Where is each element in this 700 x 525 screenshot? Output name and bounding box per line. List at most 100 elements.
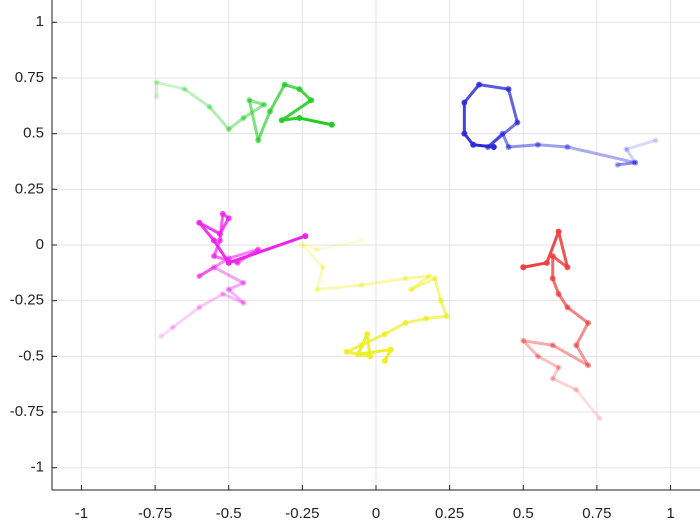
trajectory-segment bbox=[212, 265, 245, 285]
x-tick-label: 0.5 bbox=[513, 505, 534, 522]
trajectory-point bbox=[499, 130, 506, 137]
trajectory-segment bbox=[197, 221, 216, 243]
trajectory-point bbox=[225, 215, 232, 222]
trajectory-point bbox=[281, 81, 288, 88]
trajectory-point bbox=[157, 333, 164, 340]
trajectory-segment bbox=[574, 343, 590, 367]
trajectory-segment bbox=[315, 283, 363, 292]
trajectory-point bbox=[461, 99, 468, 106]
trajectory-point bbox=[319, 264, 326, 271]
trajectory-point bbox=[623, 146, 630, 153]
trajectory-point bbox=[585, 362, 592, 369]
x-tick-label: -0.5 bbox=[216, 505, 242, 522]
trajectory-point bbox=[296, 86, 303, 93]
trajectory-point bbox=[564, 144, 571, 150]
trajectory-segment bbox=[462, 83, 481, 104]
trajectory-point bbox=[196, 273, 203, 280]
trajectory-segment bbox=[624, 138, 658, 151]
trajectory-segment bbox=[477, 83, 511, 91]
trajectory-segment bbox=[159, 325, 175, 338]
y-tick-label: -0.25 bbox=[10, 292, 44, 309]
trajectory-point bbox=[302, 233, 309, 240]
trajectory-point bbox=[206, 103, 213, 110]
x-tick-label: -0.75 bbox=[138, 505, 172, 522]
x-tick-label: 0.75 bbox=[582, 505, 611, 522]
trajectory-point bbox=[573, 342, 580, 349]
trajectory-point bbox=[219, 291, 226, 297]
trajectory-point bbox=[387, 346, 394, 353]
trajectory-segment bbox=[197, 292, 225, 309]
grid-layer bbox=[52, 0, 700, 490]
trajectory-segment bbox=[300, 243, 319, 251]
trajectory-point bbox=[505, 86, 512, 93]
trajectory-point bbox=[535, 141, 541, 148]
trajectory-point bbox=[255, 246, 262, 253]
trajectory-point bbox=[423, 315, 430, 322]
trajectory-point bbox=[484, 144, 491, 150]
trajectory-point bbox=[211, 264, 217, 271]
trajectory-point bbox=[549, 375, 556, 382]
trajectory-point bbox=[505, 144, 512, 150]
trajectory-point bbox=[632, 159, 639, 166]
trajectory-segment bbox=[507, 87, 519, 124]
trajectory-segment bbox=[565, 305, 590, 325]
trajectory-segment bbox=[551, 377, 578, 392]
trajectory-point bbox=[652, 137, 659, 144]
x-tick-label: -1 bbox=[75, 505, 88, 522]
trajectory-segment bbox=[624, 147, 637, 165]
trajectory-segment bbox=[551, 343, 590, 367]
trajectory-segment bbox=[300, 243, 325, 269]
y-tick-label: 0.25 bbox=[15, 180, 44, 197]
trajectory-segment bbox=[521, 339, 555, 347]
trajectory-point bbox=[573, 386, 580, 393]
trajectory-segment bbox=[221, 292, 245, 305]
trajectory-point bbox=[367, 353, 374, 360]
trajectory-point bbox=[408, 286, 415, 293]
trajectory-segment bbox=[551, 254, 569, 269]
trajectory-segment bbox=[197, 256, 231, 278]
trajectory-point bbox=[308, 97, 315, 104]
trajectory-segment bbox=[227, 234, 307, 265]
trajectory-point bbox=[543, 259, 550, 266]
trajectory-point bbox=[549, 253, 556, 260]
trajectory-point bbox=[358, 282, 365, 289]
trajectory-segment bbox=[616, 161, 637, 167]
trajectory-point bbox=[299, 242, 306, 248]
y-tick-label: 1 bbox=[36, 13, 44, 30]
trajectory-point bbox=[555, 228, 562, 235]
trajectory-point bbox=[211, 253, 217, 260]
trajectory-point bbox=[261, 101, 268, 108]
trajectory-segment bbox=[280, 98, 313, 122]
trajectory-segment bbox=[409, 276, 437, 292]
trajectory-point bbox=[246, 97, 253, 104]
trajectory-point bbox=[211, 237, 217, 244]
trajectory-point bbox=[343, 348, 350, 355]
trajectory-point bbox=[381, 357, 388, 364]
trajectory-segment bbox=[521, 261, 549, 269]
y-tick-label: 0 bbox=[36, 236, 44, 253]
trajectory-point bbox=[240, 299, 247, 306]
trajectory-point bbox=[240, 115, 247, 122]
trajectory-point bbox=[196, 219, 203, 226]
trajectory-segment bbox=[256, 109, 272, 142]
trajectory-point bbox=[476, 81, 483, 88]
trajectory-point bbox=[225, 259, 232, 266]
trajectory-segment bbox=[268, 83, 287, 113]
axes-layer: -1 -0.75 -0.5 -0.25 0 0.25 0.5 0.75 1 -1 -0.75 -0.5… bbox=[10, 0, 700, 522]
trajectory-point bbox=[328, 121, 335, 128]
trajectory-point bbox=[266, 108, 273, 115]
y-tick-label: -0.75 bbox=[10, 403, 44, 420]
trajectory-point bbox=[555, 364, 562, 371]
trajectory-point bbox=[169, 324, 176, 331]
trajectory-segment bbox=[409, 274, 431, 292]
trajectory-point bbox=[255, 137, 262, 144]
trajectory-segment bbox=[574, 321, 590, 347]
trajectory-point bbox=[549, 342, 556, 349]
trajectory-point bbox=[426, 273, 433, 280]
trajectory-segment bbox=[574, 388, 602, 421]
trajectory-point bbox=[490, 144, 497, 150]
trajectory-point bbox=[225, 255, 232, 262]
trajectory-point bbox=[431, 275, 438, 282]
trajectory-segment bbox=[536, 354, 561, 369]
trajectory-point bbox=[614, 161, 621, 168]
